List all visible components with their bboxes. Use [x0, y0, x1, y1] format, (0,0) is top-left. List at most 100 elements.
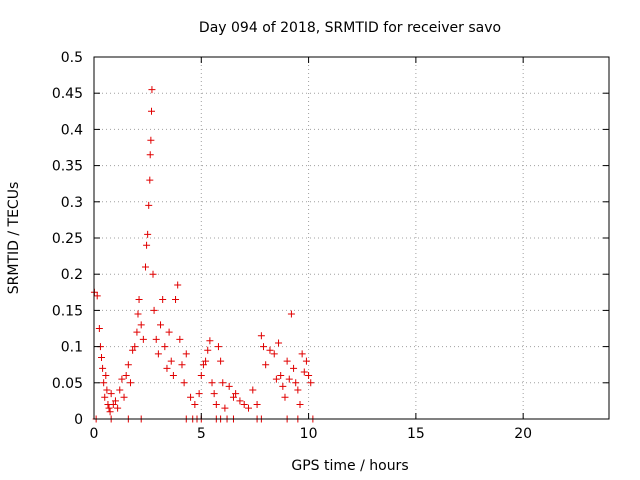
- data-point: [277, 372, 285, 380]
- data-point: [135, 296, 143, 304]
- data-point: [270, 350, 278, 358]
- data-point: [172, 296, 180, 304]
- data-point: [187, 393, 195, 401]
- data-point: [225, 382, 233, 390]
- plot-area-frame: [93, 56, 610, 420]
- data-point: [214, 343, 222, 351]
- data-point: [159, 296, 167, 304]
- data-point: [296, 401, 304, 409]
- data-point: [266, 346, 274, 354]
- data-point: [124, 361, 132, 369]
- chart-title: Day 094 of 2018, SRMTID for receiver sav…: [199, 20, 501, 36]
- data-point: [102, 372, 110, 380]
- x-axis-label: GPS time / hours: [291, 458, 408, 474]
- data-point: [191, 401, 199, 409]
- data-point: [180, 379, 188, 387]
- data-point: [253, 401, 261, 409]
- data-point: [219, 379, 227, 387]
- data-point: [161, 343, 169, 351]
- data-point: [232, 390, 240, 398]
- data-point: [152, 335, 160, 343]
- data-point: [281, 393, 289, 401]
- data-point: [240, 401, 248, 409]
- data-point: [93, 292, 101, 300]
- data-point: [99, 364, 107, 372]
- x-axis-tick-labels: 0 5 10 15 20: [90, 426, 533, 442]
- data-point: [154, 350, 162, 358]
- data-point: [300, 368, 308, 376]
- data-point: [275, 339, 283, 347]
- data-point: [208, 379, 216, 387]
- data-point: [176, 335, 184, 343]
- x-tick-label: 10: [300, 426, 318, 442]
- data-point: [272, 375, 280, 383]
- x-tick-label: 5: [197, 426, 206, 442]
- data-point: [146, 176, 154, 184]
- data-point: [174, 281, 182, 289]
- data-point: [120, 393, 128, 401]
- data-point: [144, 230, 152, 238]
- y-tick-label: 0.1: [61, 340, 83, 356]
- data-point: [221, 404, 229, 412]
- y-tick-label: 0.15: [52, 303, 83, 319]
- data-point: [245, 404, 252, 412]
- data-point: [109, 401, 117, 409]
- data-point: [294, 386, 302, 394]
- data-point: [257, 332, 265, 340]
- data-point: [149, 270, 157, 278]
- data-point: [305, 372, 313, 380]
- data-point: [126, 379, 134, 387]
- data-point: [147, 136, 155, 144]
- data-point: [260, 343, 268, 351]
- data-point: [129, 346, 137, 354]
- data-point: [229, 393, 237, 401]
- data-point: [302, 357, 310, 365]
- data-point: [292, 379, 300, 387]
- data-point: [157, 321, 165, 329]
- data-point: [249, 386, 257, 394]
- y-tick-label: 0.4: [61, 122, 83, 138]
- y-tick-label: 0: [74, 412, 83, 428]
- data-point: [145, 201, 153, 209]
- data-point: [307, 379, 315, 387]
- data-point: [95, 325, 103, 332]
- data-point: [118, 375, 126, 383]
- data-point: [206, 337, 214, 345]
- x-tick-label: 15: [407, 426, 425, 442]
- data-point: [116, 386, 124, 394]
- data-point: [204, 346, 212, 354]
- data-point: [178, 361, 186, 369]
- data-point: [182, 350, 190, 358]
- data-point: [133, 328, 141, 336]
- y-tick-label: 0.25: [52, 231, 83, 247]
- y-axis-label: SRMTID / TECUs: [6, 182, 22, 295]
- x-tick-label: 0: [90, 426, 99, 442]
- y-tick-label: 0.45: [52, 86, 83, 102]
- data-point: [169, 372, 177, 380]
- grid-lines: [94, 57, 609, 419]
- data-point: [106, 408, 114, 416]
- data-point: [146, 151, 154, 159]
- data-point: [103, 386, 111, 394]
- data-point: [105, 404, 113, 412]
- data-point: [287, 310, 295, 318]
- data-point: [290, 364, 298, 372]
- data-point: [283, 357, 291, 365]
- data-point: [167, 357, 175, 365]
- data-point: [236, 397, 244, 405]
- data-point: [210, 390, 218, 398]
- data-point: [100, 379, 108, 387]
- data-point: [262, 361, 270, 369]
- data-point: [148, 107, 156, 115]
- data-point: [142, 263, 149, 271]
- y-tick-label: 0.3: [61, 195, 83, 211]
- data-point: [217, 357, 225, 365]
- data-point: [101, 393, 109, 401]
- y-tick-label: 0.2: [61, 267, 83, 283]
- data-point: [139, 335, 147, 343]
- data-point: [131, 343, 139, 351]
- data-point: [212, 401, 220, 409]
- data-point: [285, 375, 293, 383]
- data-point: [165, 328, 173, 336]
